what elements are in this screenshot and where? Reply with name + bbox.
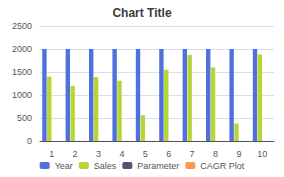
svg-text:500: 500	[17, 113, 32, 123]
svg-text:7: 7	[190, 149, 195, 159]
svg-text:2500: 2500	[12, 21, 32, 31]
svg-text:CAGR Plot: CAGR Plot	[200, 161, 245, 171]
svg-text:2: 2	[73, 149, 78, 159]
svg-text:0: 0	[27, 136, 32, 146]
svg-text:3: 3	[96, 149, 101, 159]
svg-text:Parameter: Parameter	[137, 161, 179, 171]
svg-text:6: 6	[166, 149, 171, 159]
svg-text:9: 9	[236, 149, 241, 159]
svg-text:8: 8	[213, 149, 218, 159]
svg-text:4: 4	[119, 149, 124, 159]
svg-text:10: 10	[257, 149, 267, 159]
svg-text:5: 5	[143, 149, 148, 159]
svg-text:1000: 1000	[12, 90, 32, 100]
svg-text:Chart Title: Chart Title	[112, 6, 171, 20]
svg-text:1: 1	[49, 149, 54, 159]
svg-text:Sales: Sales	[94, 161, 117, 171]
svg-text:2000: 2000	[12, 44, 32, 54]
svg-text:Year: Year	[55, 161, 73, 171]
svg-text:1500: 1500	[12, 67, 32, 77]
